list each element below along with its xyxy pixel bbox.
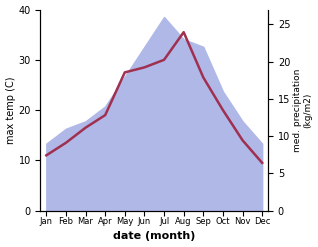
Y-axis label: med. precipitation
(kg/m2): med. precipitation (kg/m2) xyxy=(293,68,313,152)
Y-axis label: max temp (C): max temp (C) xyxy=(5,76,16,144)
X-axis label: date (month): date (month) xyxy=(113,231,196,242)
